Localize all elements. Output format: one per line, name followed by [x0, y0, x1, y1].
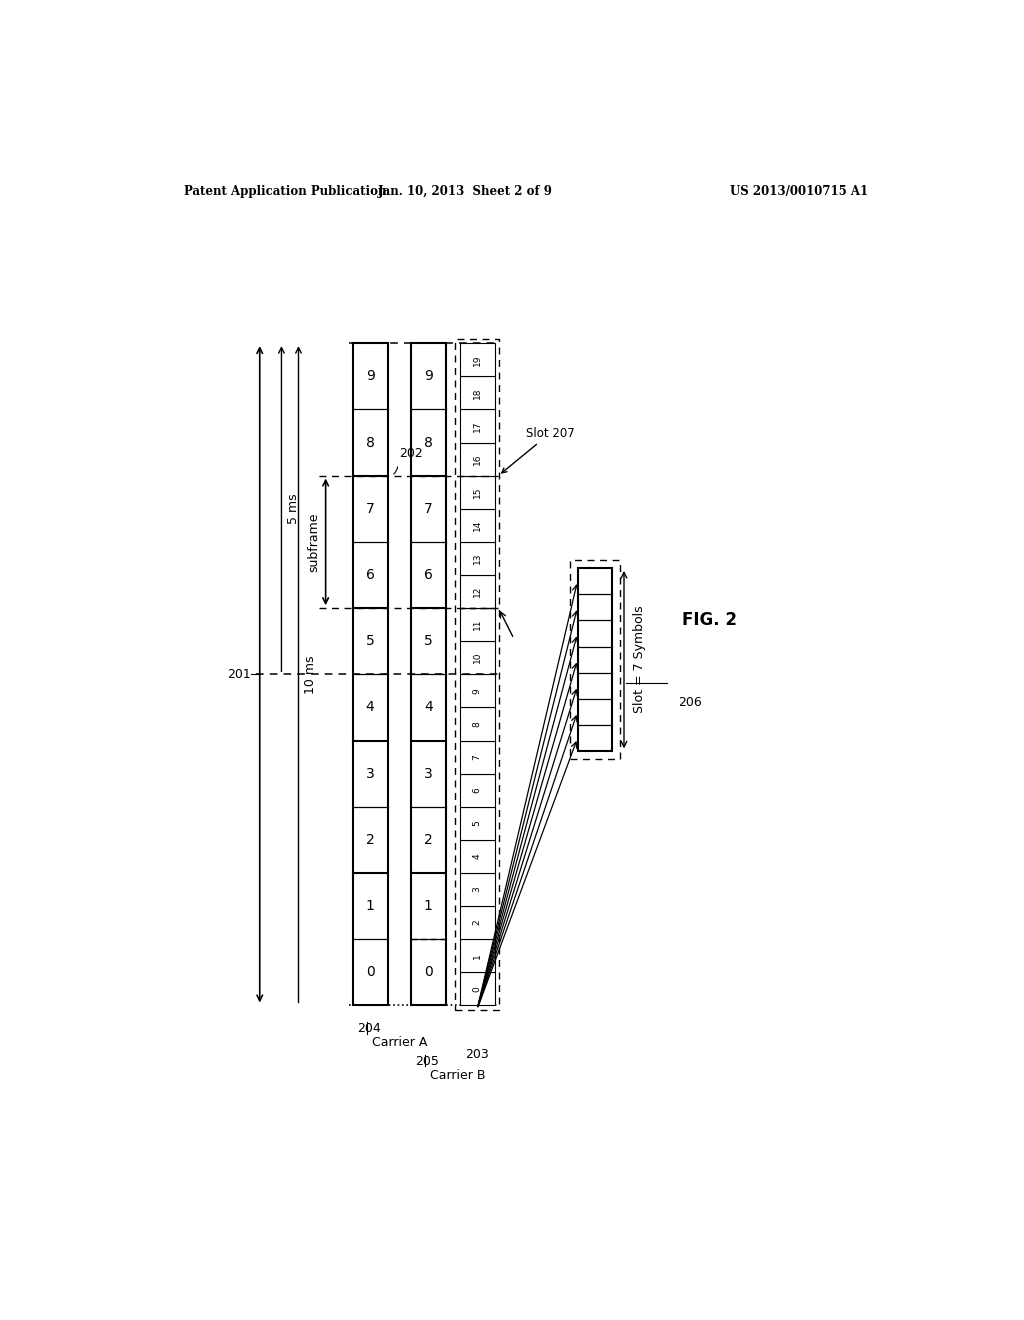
Text: 203: 203	[465, 1048, 489, 1061]
Text: Carrier A: Carrier A	[372, 1036, 427, 1049]
Text: 16: 16	[473, 453, 481, 465]
Text: Slot 207: Slot 207	[502, 426, 574, 473]
Text: 9: 9	[473, 688, 481, 694]
Text: 10: 10	[473, 652, 481, 664]
Bar	[352, 343, 388, 1006]
Text: 6: 6	[366, 568, 375, 582]
Text: 1: 1	[366, 899, 375, 913]
Text: Patent Application Publication: Patent Application Publication	[183, 185, 386, 198]
Bar	[460, 807, 495, 840]
Text: 0: 0	[473, 986, 481, 991]
Bar	[460, 940, 495, 973]
Text: 5: 5	[424, 634, 433, 648]
Text: subframe: subframe	[307, 512, 321, 572]
Text: 5: 5	[366, 634, 375, 648]
Bar	[460, 973, 495, 1006]
Text: 2: 2	[366, 833, 375, 847]
Text: 4: 4	[473, 854, 481, 859]
Text: Slot = 7 Symbols: Slot = 7 Symbols	[633, 606, 646, 714]
Bar	[460, 442, 495, 475]
Text: 2: 2	[424, 833, 433, 847]
Text: 0: 0	[366, 965, 375, 979]
Text: 0: 0	[424, 965, 433, 979]
Bar	[460, 508, 495, 543]
Text: 5 ms: 5 ms	[287, 494, 300, 524]
Text: 8: 8	[424, 436, 433, 450]
Bar	[460, 609, 495, 642]
Text: 201: 201	[226, 668, 251, 681]
Bar	[460, 409, 495, 442]
Bar	[460, 675, 495, 708]
Text: 7: 7	[424, 502, 433, 516]
Bar	[578, 568, 612, 751]
Text: 18: 18	[473, 387, 481, 399]
Text: 13: 13	[473, 553, 481, 564]
Bar	[460, 541, 495, 576]
Text: 10 ms: 10 ms	[304, 655, 316, 693]
Bar	[460, 840, 495, 873]
Bar	[460, 576, 495, 609]
Text: 9: 9	[424, 370, 433, 383]
Bar	[460, 906, 495, 940]
Bar	[460, 642, 495, 675]
Bar	[460, 774, 495, 807]
Bar	[460, 376, 495, 409]
Text: 17: 17	[473, 420, 481, 432]
Text: 8: 8	[473, 721, 481, 727]
Text: 7: 7	[366, 502, 375, 516]
Text: 15: 15	[473, 487, 481, 498]
Bar	[460, 873, 495, 906]
Text: 5: 5	[473, 821, 481, 826]
Text: 7: 7	[473, 754, 481, 760]
Text: FIG. 2: FIG. 2	[682, 611, 736, 630]
Text: 204: 204	[356, 1022, 380, 1035]
Text: Carrier B: Carrier B	[430, 1069, 485, 1081]
Text: 2: 2	[473, 920, 481, 925]
Text: 1: 1	[473, 953, 481, 958]
Text: 11: 11	[473, 619, 481, 631]
Text: 202: 202	[399, 447, 423, 461]
Text: 19: 19	[473, 354, 481, 366]
Text: 12: 12	[473, 586, 481, 597]
Text: 206: 206	[678, 696, 702, 709]
Text: 4: 4	[424, 701, 433, 714]
Bar	[411, 343, 445, 1006]
Text: 14: 14	[473, 520, 481, 531]
Text: 1: 1	[424, 899, 433, 913]
Text: 8: 8	[366, 436, 375, 450]
Bar	[460, 343, 495, 376]
Text: 3: 3	[424, 767, 433, 780]
Text: Jan. 10, 2013  Sheet 2 of 9: Jan. 10, 2013 Sheet 2 of 9	[378, 185, 553, 198]
Text: US 2013/0010715 A1: US 2013/0010715 A1	[730, 185, 868, 198]
Text: 205: 205	[415, 1055, 438, 1068]
Text: 3: 3	[366, 767, 375, 780]
Bar	[460, 475, 495, 508]
Text: 3: 3	[473, 887, 481, 892]
Text: 9: 9	[366, 370, 375, 383]
Text: 6: 6	[473, 787, 481, 793]
Text: 6: 6	[424, 568, 433, 582]
Text: 4: 4	[366, 701, 375, 714]
Bar	[460, 708, 495, 741]
Bar	[460, 741, 495, 774]
